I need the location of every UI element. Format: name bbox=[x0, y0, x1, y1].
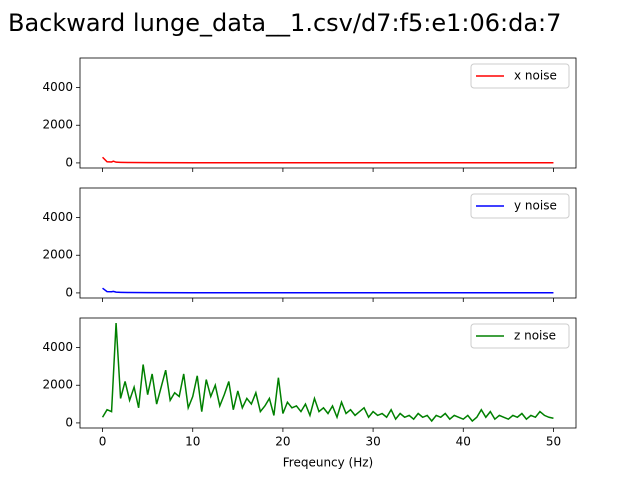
axes-frame bbox=[79, 317, 577, 429]
legend-label: z noise bbox=[514, 329, 556, 343]
y-tick-label: 0 bbox=[65, 415, 73, 429]
legend-box bbox=[470, 323, 570, 349]
legend-label: x noise bbox=[514, 69, 557, 83]
axes-frame bbox=[79, 187, 577, 299]
y-tick-label: 4000 bbox=[42, 80, 73, 94]
y-tick-label: 2000 bbox=[42, 248, 73, 262]
x-tick-label: 30 bbox=[365, 435, 380, 449]
data-line bbox=[101, 323, 554, 423]
y-tick-label: 2000 bbox=[42, 378, 73, 392]
x-tick-label: 0 bbox=[99, 435, 107, 449]
figure-title: Backward lunge_data__1.csv/d7:f5:e1:06:d… bbox=[8, 9, 561, 37]
axes-frame bbox=[79, 57, 577, 169]
y-tick-label: 2000 bbox=[42, 118, 73, 132]
data-line bbox=[102, 287, 554, 294]
legend-box bbox=[470, 193, 570, 219]
x-tick-label: 10 bbox=[185, 435, 200, 449]
legend-label: y noise bbox=[514, 199, 557, 213]
x-tick-label: 40 bbox=[456, 435, 471, 449]
x-axis-label: Freqeuncy (Hz) bbox=[283, 456, 374, 470]
data-line bbox=[102, 156, 554, 164]
y-tick-label: 0 bbox=[65, 285, 73, 299]
y-tick-label: 4000 bbox=[42, 210, 73, 224]
x-tick-label: 20 bbox=[275, 435, 290, 449]
x-tick-label: 50 bbox=[546, 435, 561, 449]
legend-box bbox=[470, 63, 570, 89]
y-tick-label: 4000 bbox=[42, 340, 73, 354]
y-tick-label: 0 bbox=[65, 155, 73, 169]
